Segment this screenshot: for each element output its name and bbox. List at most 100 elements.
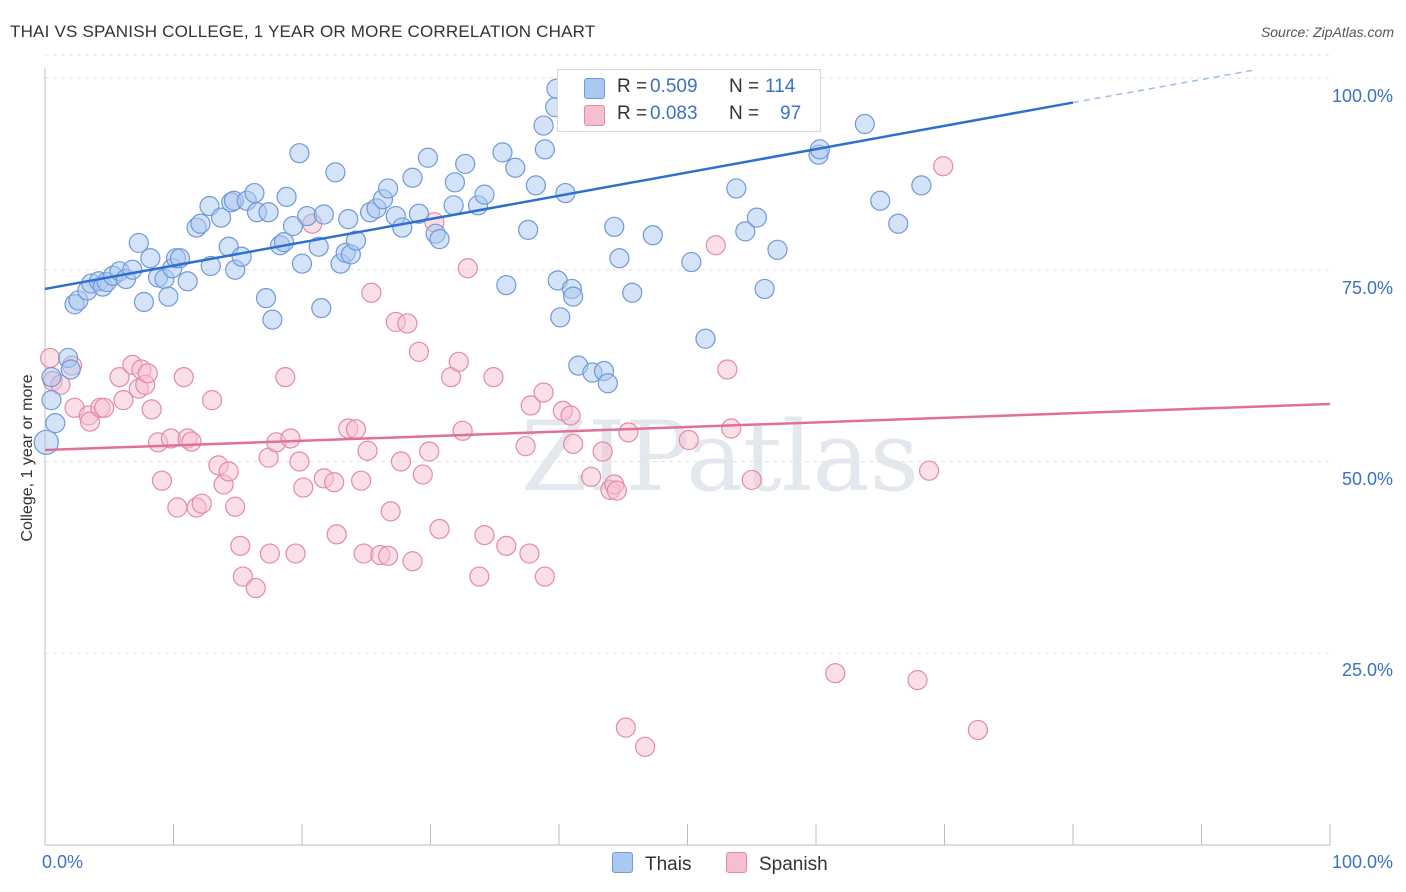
spanish-point xyxy=(474,525,495,546)
thais-point xyxy=(417,147,439,168)
spanish-point xyxy=(137,363,158,384)
legend-r-value: 0.509 xyxy=(650,76,698,97)
spanish-point xyxy=(289,451,310,472)
thais-point xyxy=(854,113,875,135)
spanish-point xyxy=(563,433,584,454)
spanish-point xyxy=(519,543,540,564)
spanish-point xyxy=(232,566,253,587)
spanish-point xyxy=(967,719,989,741)
y-tick-75: 75.0% xyxy=(1341,278,1393,298)
thais-point xyxy=(255,288,277,309)
spanish-point xyxy=(402,551,423,572)
thais-point xyxy=(177,271,198,292)
thais-point xyxy=(563,286,584,307)
thais-point xyxy=(767,239,788,260)
spanish-point xyxy=(581,466,602,487)
spanish-point xyxy=(79,411,101,432)
trend-lines xyxy=(44,69,1331,452)
spanish-point xyxy=(592,441,613,462)
thais-point xyxy=(282,215,304,237)
spanish-point xyxy=(618,422,639,443)
spanish-point xyxy=(634,736,656,757)
spanish-swatch xyxy=(584,105,605,126)
y-tick-100: 100.0% xyxy=(1331,86,1393,106)
thais-trend-extension xyxy=(1072,69,1254,104)
spanish-point xyxy=(483,367,504,388)
spanish-point xyxy=(361,282,382,303)
thais-point xyxy=(392,217,413,238)
legend-n-label: N = xyxy=(729,76,760,97)
spanish-point xyxy=(412,464,433,485)
thais-point xyxy=(604,216,625,237)
thais-swatch xyxy=(584,78,605,99)
thais-point xyxy=(200,255,221,277)
thais-point xyxy=(492,142,513,163)
thais-point xyxy=(41,390,62,411)
thais-point xyxy=(60,359,81,380)
spanish-point xyxy=(907,669,928,691)
thais-point xyxy=(158,286,179,307)
thais-point xyxy=(45,413,66,434)
thais-point xyxy=(122,259,143,280)
spanish-point xyxy=(167,497,188,518)
thais-point xyxy=(33,429,59,455)
thais-point xyxy=(325,162,346,183)
thais-point xyxy=(533,115,554,136)
thais-point xyxy=(140,248,161,269)
spanish-point xyxy=(201,390,223,411)
thais-point xyxy=(746,207,767,228)
spanish-point xyxy=(230,535,251,556)
thais-point xyxy=(262,309,283,330)
spanish-point xyxy=(40,347,61,369)
thais-point xyxy=(642,225,663,246)
spanish-point xyxy=(173,367,194,388)
thais-point xyxy=(534,139,555,160)
spanish-point xyxy=(533,382,554,403)
thais-point xyxy=(311,298,332,319)
spanish-point xyxy=(326,524,347,545)
spanish-point xyxy=(259,543,280,564)
thais-legend-swatch xyxy=(612,852,633,873)
y-tick-50: 50.0% xyxy=(1341,469,1393,489)
watermark: ZIPatlas xyxy=(521,401,919,513)
thais-point xyxy=(597,373,618,394)
spanish-point xyxy=(181,431,202,452)
thais-point xyxy=(377,178,399,199)
spanish-point xyxy=(245,577,266,599)
chart-title: THAI VS SPANISH COLLEGE, 1 YEAR OR MORE … xyxy=(10,22,596,41)
thais-point xyxy=(735,221,756,242)
legend-row-spanish: R = 0.083 N = 97 xyxy=(558,101,820,129)
spanish-point xyxy=(390,451,412,472)
thais-point xyxy=(128,232,149,254)
spanish-point xyxy=(357,440,378,461)
spanish-point xyxy=(218,461,239,482)
spanish-point xyxy=(918,460,940,481)
spanish-point xyxy=(606,480,627,501)
spanish-point xyxy=(380,501,401,522)
spanish-point xyxy=(141,399,162,420)
legend-n-value: 97 xyxy=(780,103,802,124)
thais-point xyxy=(338,209,359,230)
thais-point xyxy=(518,219,539,240)
thais-point xyxy=(297,205,318,227)
thais-point xyxy=(525,175,546,196)
thais-point xyxy=(308,236,329,257)
thais-point xyxy=(190,213,211,234)
thais-point xyxy=(550,307,571,328)
spanish-point xyxy=(324,472,345,493)
spanish-legend-swatch xyxy=(726,852,747,873)
legend-r-label: R = xyxy=(617,76,648,97)
spanish-point xyxy=(520,395,541,416)
thais-point xyxy=(726,178,747,199)
y-tick-25: 25.0% xyxy=(1341,660,1393,680)
thais-point xyxy=(870,190,891,211)
legend-r-label: R = xyxy=(617,103,648,124)
legend-row-thais: R = 0.509 N = 114 xyxy=(558,74,820,102)
thais-point xyxy=(289,143,310,164)
thais-point xyxy=(210,207,232,228)
thais-point xyxy=(258,202,279,223)
spanish-legend-label: Spanish xyxy=(759,854,828,875)
spanish-point xyxy=(275,367,296,388)
spanish-trend-line xyxy=(44,402,1331,452)
